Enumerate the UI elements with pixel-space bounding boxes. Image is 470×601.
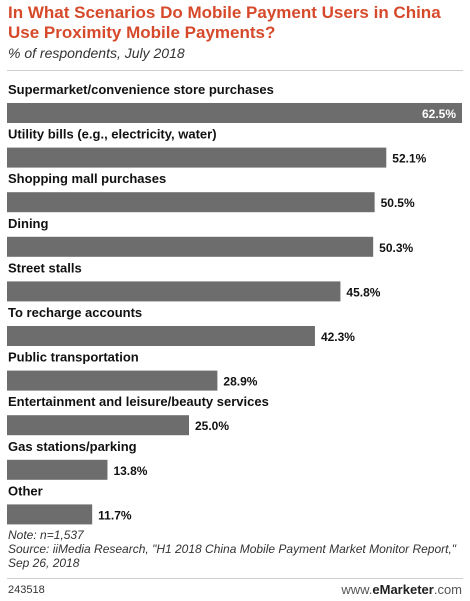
category-label: Gas stations/parking: [8, 439, 137, 454]
data-label: 11.7%: [98, 508, 132, 522]
data-label: 50.5%: [381, 196, 415, 210]
bar: [7, 147, 387, 168]
data-label: 28.9%: [223, 375, 257, 389]
bar: [7, 459, 108, 480]
bar: [7, 415, 189, 436]
category-label: Entertainment and leisure/beauty service…: [8, 394, 269, 409]
bar: [7, 281, 341, 302]
bar: [7, 504, 93, 525]
bar: [7, 326, 315, 346]
bar: [7, 370, 218, 391]
data-label: 62.5%: [422, 107, 456, 121]
brand-logo: www.eMarketer.com: [341, 582, 462, 597]
bar: [7, 103, 462, 123]
category-label: Other: [8, 483, 43, 498]
data-label: 13.8%: [113, 464, 147, 478]
notes-block: Note: n=1,537 Source: iiMedia Research, …: [8, 528, 463, 570]
data-label: 45.8%: [346, 285, 380, 299]
header-divider: [7, 70, 463, 71]
bar-chart: Supermarket/convenience store purchases 6…: [7, 82, 462, 525]
category-label: Street stalls: [8, 260, 82, 275]
footer-divider: [7, 578, 463, 579]
category-label: Dining: [8, 216, 48, 231]
chart-subtitle: % of respondents, July 2018: [8, 45, 185, 61]
data-label: 25.0%: [195, 419, 229, 433]
category-label: Shopping mall purchases: [8, 171, 166, 186]
bar: [7, 192, 375, 213]
bar: [7, 236, 374, 257]
category-label: Utility bills (e.g., electricity, water): [8, 127, 217, 142]
brand-prefix: www.: [341, 582, 373, 597]
data-label: 42.3%: [321, 330, 355, 344]
chart-title: In What Scenarios Do Mobile Payment User…: [8, 3, 441, 42]
chart-id: 243518: [8, 584, 45, 596]
data-label: 52.1%: [392, 152, 426, 166]
source-text: Source: iiMedia Research, "H1 2018 China…: [8, 542, 457, 570]
note-text: Note: n=1,537: [8, 528, 84, 542]
category-label: Supermarket/convenience store purchases: [8, 82, 274, 97]
category-label: Public transportation: [8, 350, 139, 365]
category-label: To recharge accounts: [8, 305, 142, 320]
brand-suffix: .com: [433, 582, 462, 597]
brand-name: eMarketer: [372, 582, 434, 597]
data-label: 50.3%: [379, 241, 413, 255]
